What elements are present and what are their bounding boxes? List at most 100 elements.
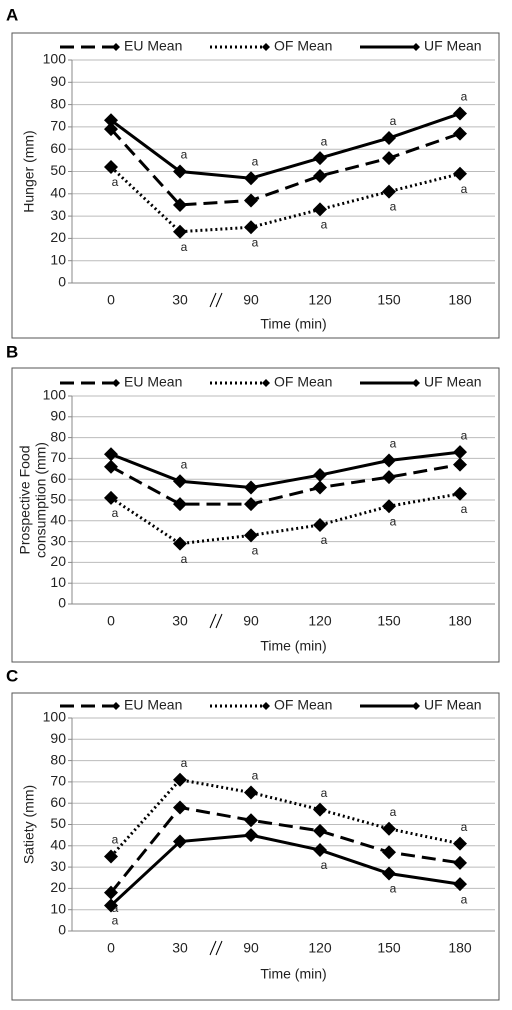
x-tick-label: 150 bbox=[377, 613, 401, 629]
significance-label: a bbox=[112, 506, 119, 520]
y-tick-label: 30 bbox=[50, 207, 66, 223]
significance-label: a bbox=[252, 235, 259, 249]
y-tick-label: 70 bbox=[50, 773, 66, 789]
y-tick-label: 60 bbox=[50, 794, 66, 810]
x-tick-label: 30 bbox=[172, 613, 188, 629]
series-line bbox=[109, 805, 461, 894]
point-marker bbox=[453, 877, 467, 892]
y-tick-label: 30 bbox=[50, 532, 66, 548]
point-marker bbox=[173, 474, 187, 489]
panel-frame bbox=[11, 692, 500, 1001]
y-tick-label: 30 bbox=[50, 858, 66, 874]
y-tick-label: 40 bbox=[50, 837, 66, 853]
series-line bbox=[110, 492, 461, 546]
point-marker bbox=[104, 447, 118, 462]
x-tick-label: 120 bbox=[308, 613, 332, 629]
significance-label: a bbox=[321, 218, 328, 232]
legend-label: OF Mean bbox=[274, 374, 332, 390]
panel-letter: A bbox=[6, 5, 18, 24]
point-marker bbox=[104, 122, 118, 137]
point-marker bbox=[453, 106, 467, 121]
axis-break bbox=[215, 613, 223, 629]
significance-label: a bbox=[390, 200, 397, 214]
point-marker bbox=[382, 821, 396, 836]
series-line bbox=[109, 165, 461, 234]
point-marker bbox=[313, 480, 327, 495]
point-marker bbox=[244, 193, 258, 208]
axis-break bbox=[215, 940, 223, 956]
point-marker bbox=[313, 843, 327, 858]
y-tick-label: 100 bbox=[43, 387, 67, 403]
legend-marker bbox=[112, 379, 120, 387]
x-axis-label: Time (min) bbox=[260, 316, 326, 332]
legend-label: OF Mean bbox=[274, 697, 332, 713]
panel-letter: B bbox=[6, 342, 18, 361]
x-axis-label: Time (min) bbox=[260, 966, 326, 982]
significance-label: a bbox=[181, 552, 188, 566]
point-marker bbox=[104, 849, 118, 864]
legend-label: EU Mean bbox=[124, 374, 182, 390]
x-tick-label: 150 bbox=[377, 292, 401, 308]
significance-label: a bbox=[181, 148, 188, 162]
legend-label: UF Mean bbox=[424, 374, 482, 390]
point-marker bbox=[173, 772, 187, 787]
point-marker bbox=[244, 497, 258, 512]
point-marker bbox=[173, 536, 187, 551]
y-axis-label: Satiety (mm) bbox=[21, 785, 37, 864]
x-tick-label: 180 bbox=[448, 940, 472, 956]
x-tick-label: 90 bbox=[243, 292, 259, 308]
point-marker bbox=[453, 486, 467, 501]
legend-marker bbox=[412, 702, 420, 710]
panel-letter: C bbox=[6, 666, 18, 685]
significance-label: a bbox=[321, 786, 328, 800]
significance-label: a bbox=[390, 805, 397, 819]
panel-frame bbox=[11, 367, 500, 663]
y-tick-label: 90 bbox=[50, 73, 66, 89]
point-marker bbox=[244, 528, 258, 543]
legend-label: OF Mean bbox=[274, 38, 332, 54]
legend-marker bbox=[112, 702, 120, 710]
legend-marker bbox=[262, 43, 270, 51]
significance-label: a bbox=[181, 240, 188, 254]
y-axis-label: Prospective Food bbox=[17, 446, 33, 555]
point-marker bbox=[313, 151, 327, 166]
point-marker bbox=[104, 459, 118, 474]
legend-marker bbox=[262, 702, 270, 710]
x-tick-label: 30 bbox=[172, 940, 188, 956]
point-marker bbox=[313, 468, 327, 483]
y-tick-label: 20 bbox=[50, 229, 66, 245]
significance-label: a bbox=[390, 882, 397, 896]
axis-break bbox=[209, 292, 217, 308]
x-tick-label: 90 bbox=[243, 613, 259, 629]
significance-label: a bbox=[461, 892, 468, 906]
point-marker bbox=[173, 224, 187, 239]
significance-label: a bbox=[112, 914, 119, 928]
x-tick-label: 150 bbox=[377, 940, 401, 956]
point-marker bbox=[313, 823, 327, 838]
point-marker bbox=[173, 164, 187, 179]
significance-label: a bbox=[181, 457, 188, 471]
point-marker bbox=[382, 470, 396, 485]
significance-label: a bbox=[321, 533, 328, 547]
x-tick-label: 0 bbox=[107, 940, 115, 956]
y-tick-label: 60 bbox=[50, 140, 66, 156]
y-tick-label: 0 bbox=[58, 274, 66, 290]
y-tick-label: 70 bbox=[50, 118, 66, 134]
y-tick-label: 80 bbox=[50, 751, 66, 767]
y-tick-label: 60 bbox=[50, 470, 66, 486]
y-tick-label: 0 bbox=[58, 595, 66, 611]
significance-label: a bbox=[112, 175, 119, 189]
x-tick-label: 0 bbox=[107, 292, 115, 308]
y-tick-label: 100 bbox=[43, 51, 67, 67]
y-tick-label: 40 bbox=[50, 185, 66, 201]
point-marker bbox=[104, 898, 118, 913]
y-tick-label: 20 bbox=[50, 879, 66, 895]
legend-marker bbox=[412, 379, 420, 387]
axis-break bbox=[215, 292, 223, 308]
point-marker bbox=[382, 845, 396, 860]
legend-marker bbox=[112, 43, 120, 51]
x-tick-label: 90 bbox=[243, 940, 259, 956]
significance-label: a bbox=[461, 182, 468, 196]
y-tick-label: 0 bbox=[58, 922, 66, 938]
significance-label: a bbox=[461, 428, 468, 442]
